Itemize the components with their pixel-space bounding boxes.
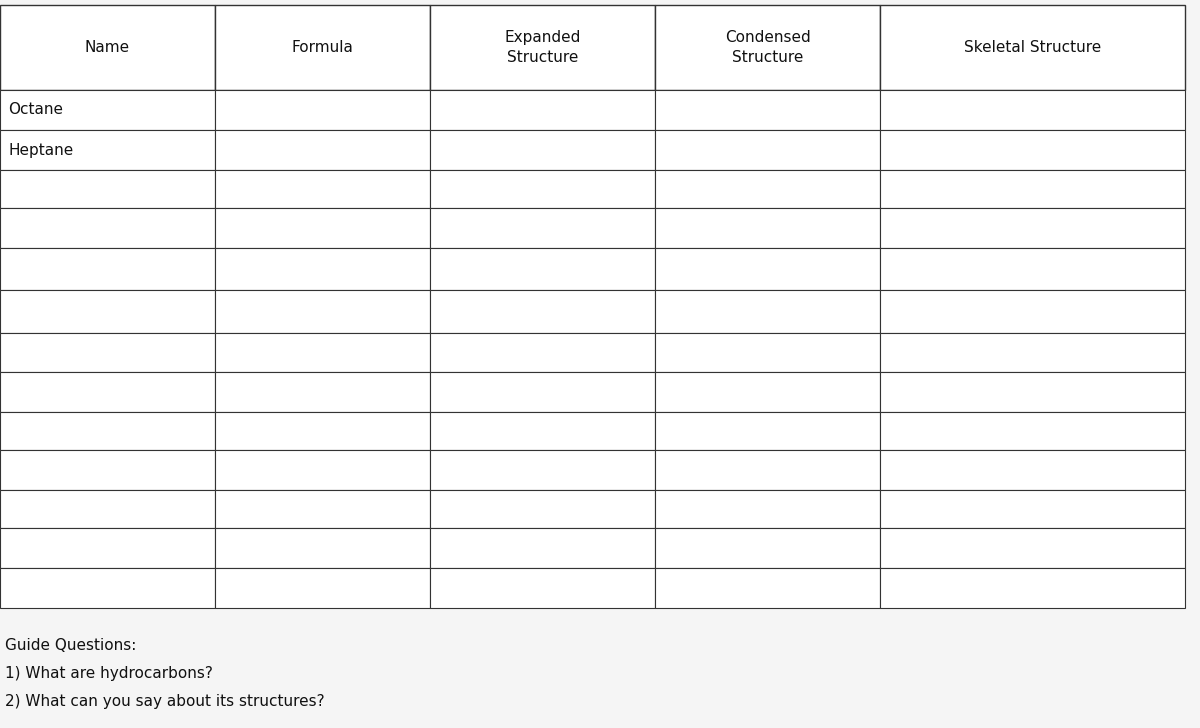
Text: Formula: Formula (292, 40, 354, 55)
Bar (655, 170, 880, 208)
Bar (0, 248, 215, 290)
Bar (655, 333, 880, 372)
Text: Skeletal Structure: Skeletal Structure (964, 40, 1102, 55)
Text: 1) What are hydrocarbons?: 1) What are hydrocarbons? (5, 666, 212, 681)
Bar (0, 90, 215, 130)
Bar (0, 130, 215, 170)
Bar (215, 5, 430, 90)
Bar (655, 450, 880, 490)
Bar (655, 412, 880, 450)
Bar (880, 450, 1186, 490)
Bar (215, 450, 430, 490)
Bar (430, 568, 655, 608)
Bar (655, 290, 880, 333)
Bar (0, 528, 215, 568)
Bar (655, 372, 880, 412)
Bar (0, 333, 215, 372)
Bar (215, 490, 430, 528)
Bar (655, 490, 880, 528)
Bar (215, 372, 430, 412)
Bar (215, 290, 430, 333)
Bar (0, 372, 215, 412)
Bar (880, 130, 1186, 170)
Bar (215, 333, 430, 372)
Bar (430, 248, 655, 290)
Bar (430, 290, 655, 333)
Text: Heptane: Heptane (8, 143, 73, 157)
Bar (430, 130, 655, 170)
Bar (430, 208, 655, 248)
Bar (0, 568, 215, 608)
Bar (430, 333, 655, 372)
Bar (655, 90, 880, 130)
Bar (880, 208, 1186, 248)
Bar (215, 208, 430, 248)
Text: Guide Questions:: Guide Questions: (5, 638, 137, 653)
Bar (655, 528, 880, 568)
Bar (430, 5, 655, 90)
Text: Octane: Octane (8, 103, 64, 117)
Bar (880, 5, 1186, 90)
Bar (430, 412, 655, 450)
Bar (880, 528, 1186, 568)
Bar (880, 248, 1186, 290)
Bar (215, 528, 430, 568)
Bar (0, 208, 215, 248)
Bar (215, 248, 430, 290)
Bar (0, 412, 215, 450)
Bar (215, 170, 430, 208)
Bar (655, 5, 880, 90)
Bar (880, 90, 1186, 130)
Bar (655, 568, 880, 608)
Bar (430, 372, 655, 412)
Bar (880, 412, 1186, 450)
Bar (655, 208, 880, 248)
Bar (430, 490, 655, 528)
Bar (430, 170, 655, 208)
Bar (430, 90, 655, 130)
Bar (0, 5, 215, 90)
Bar (880, 290, 1186, 333)
Bar (215, 90, 430, 130)
Text: Condensed
Structure: Condensed Structure (725, 30, 810, 65)
Bar (215, 412, 430, 450)
Bar (880, 568, 1186, 608)
Bar (880, 372, 1186, 412)
Bar (0, 170, 215, 208)
Bar (215, 130, 430, 170)
Text: Expanded
Structure: Expanded Structure (504, 30, 581, 65)
Bar (655, 130, 880, 170)
Bar (0, 490, 215, 528)
Text: Name: Name (85, 40, 130, 55)
Bar (215, 568, 430, 608)
Bar (880, 170, 1186, 208)
Text: 2) What can you say about its structures?: 2) What can you say about its structures… (5, 694, 325, 709)
Bar (880, 333, 1186, 372)
Bar (0, 290, 215, 333)
Bar (0, 450, 215, 490)
Bar (880, 490, 1186, 528)
Bar (430, 528, 655, 568)
Bar (430, 450, 655, 490)
Bar (655, 248, 880, 290)
